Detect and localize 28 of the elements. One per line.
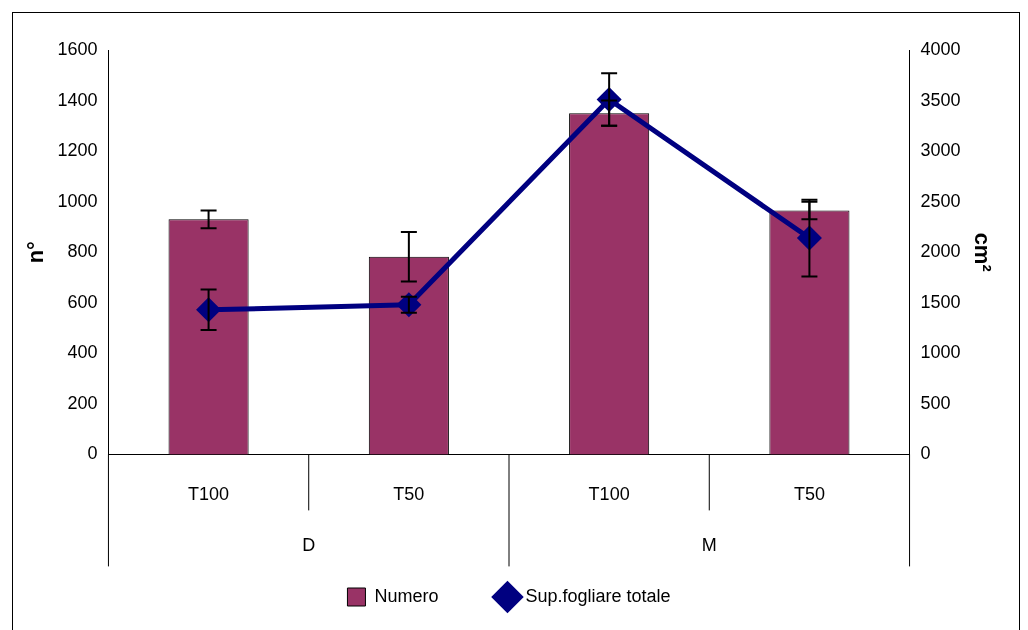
y2-tick-label: 2000 [920, 241, 961, 262]
text: D [302, 535, 316, 556]
y-tick-label: 1200 [57, 140, 98, 161]
y2-tick-label: 0 [920, 443, 931, 464]
y2-tick-label: 3000 [920, 140, 961, 161]
y-tick-label: 1400 [57, 89, 98, 110]
x-tick-label: T100 [588, 484, 630, 505]
y-tick-label: 600 [67, 291, 98, 312]
y2-tick-label: 3500 [920, 89, 961, 110]
x-tick-label: T50 [793, 484, 825, 505]
y-tick-label: 400 [67, 342, 98, 363]
y2-axis-title: cm² [969, 232, 995, 272]
y2-tick-label: 4000 [920, 38, 961, 59]
y2-tick-label: 500 [920, 392, 951, 413]
x-tick-label: T100 [188, 484, 230, 505]
legend-label: Numero [374, 585, 439, 606]
text: M [701, 535, 717, 556]
y-axis-title: n° [23, 241, 49, 264]
y2-tick-label: 2500 [920, 190, 961, 211]
y2-tick-label: 1500 [920, 291, 961, 312]
y-tick-label: 1600 [57, 38, 98, 59]
x-tick-label: T50 [393, 484, 425, 505]
y-tick-label: 200 [67, 392, 98, 413]
legend-label: Sup.fogliare totale [525, 585, 671, 606]
y2-tick-label: 1000 [920, 342, 961, 363]
y-tick-label: 1000 [57, 190, 98, 211]
y-tick-label: 0 [87, 443, 98, 464]
y-tick-label: 800 [67, 241, 98, 262]
